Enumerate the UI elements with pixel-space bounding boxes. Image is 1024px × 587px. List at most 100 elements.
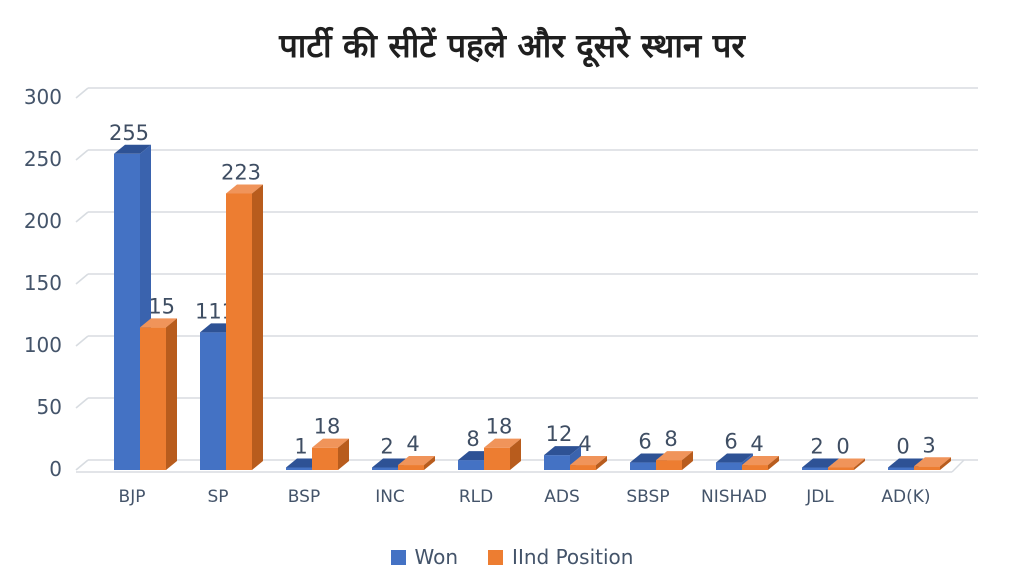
data-label-won-RLD: 8 [466, 427, 479, 451]
bar-top-face [312, 438, 349, 448]
x-axis-label-ADS: ADS [544, 487, 580, 507]
data-label-iind-position-BSP: 18 [314, 415, 341, 439]
won-series-swatch-icon [390, 549, 406, 565]
data-label-iind-position-JDL: 0 [836, 435, 849, 459]
bar-iind-position-SBSP [656, 451, 693, 470]
bar-side-face [682, 451, 693, 470]
bar-side-face [940, 457, 951, 470]
bar-side-face [854, 458, 865, 470]
data-label-won-JDL: 2 [810, 435, 823, 459]
bar-top-face [484, 438, 521, 448]
bar-front-face [656, 460, 682, 470]
x-axis-label-SBSP: SBSP [626, 487, 669, 507]
won-series-label: Won [414, 545, 459, 569]
bar-front-face [716, 462, 742, 470]
bar-side-face [424, 456, 435, 470]
bar-iind-position-AD(K) [914, 457, 951, 470]
chart-floor-right-edge [951, 459, 965, 473]
bar-front-face [914, 466, 940, 470]
data-label-iind-position-ADS: 4 [578, 432, 591, 456]
x-axis-label-INC: INC [375, 487, 405, 507]
bar-front-face [114, 153, 140, 471]
bar-front-face [140, 327, 166, 470]
bar-front-face [742, 465, 768, 470]
y-axis-tick-label: 50 [37, 395, 62, 419]
data-label-iind-position-SP: 223 [221, 160, 261, 184]
data-label-won-BSP: 1 [294, 435, 307, 459]
x-axis-label-JDL: JDL [805, 487, 834, 507]
data-label-iind-position-AD(K): 3 [922, 433, 935, 457]
data-label-won-AD(K): 0 [896, 435, 909, 459]
bar-side-face [338, 438, 349, 470]
bar-side-face [252, 184, 263, 471]
data-label-won-INC: 2 [380, 435, 393, 459]
x-axis-label-BSP: BSP [288, 487, 320, 507]
bar-front-face [286, 467, 312, 470]
x-axis-label-BJP: BJP [119, 487, 146, 507]
data-label-iind-position-INC: 4 [406, 432, 419, 456]
x-axis-label-AD(K): AD(K) [881, 487, 930, 507]
bar-iind-position-ADS [570, 456, 607, 470]
x-axis-label-NISHAD: NISHAD [701, 487, 767, 507]
y-axis-tick-label: 250 [24, 147, 62, 171]
bar-front-face [828, 467, 854, 470]
bar-top-face [570, 456, 607, 466]
bar-iind-position-SP [226, 184, 263, 471]
gridline-tick [75, 459, 89, 471]
x-axis-label-SP: SP [207, 487, 228, 507]
gridline-tick [75, 149, 89, 161]
gridline-tick [75, 211, 89, 223]
bar-top-face [226, 184, 263, 194]
bar-front-face [802, 467, 828, 470]
bar-iind-position-INC [398, 456, 435, 470]
y-axis-tick-label: 0 [49, 457, 62, 481]
iind-position-series-swatch-icon [488, 549, 504, 565]
gridline-tick [75, 87, 89, 99]
bar-side-face [768, 456, 779, 470]
bar-front-face [484, 447, 510, 470]
legend-item-won: Won [390, 545, 459, 569]
bar-top-face [114, 144, 151, 154]
bar-front-face [630, 462, 656, 470]
y-axis-tick-label: 200 [24, 209, 62, 233]
chart-legend: Won IInd Position [0, 545, 1024, 569]
bar-top-face [656, 451, 693, 461]
y-axis-tick-label: 150 [24, 271, 62, 295]
bar-iind-position-JDL [828, 458, 865, 470]
bar-front-face [312, 447, 338, 470]
chart-title: पार्टी की सीटें पहले और दूसरे स्थान पर [279, 26, 745, 65]
bar-front-face [398, 465, 424, 470]
bar-front-face [200, 332, 226, 470]
data-label-won-SBSP: 6 [638, 430, 651, 454]
y-axis-tick-label: 100 [24, 333, 62, 357]
iind-position-series-label: IInd Position [512, 545, 634, 569]
data-label-won-BJP: 255 [109, 121, 149, 145]
bar-top-face [828, 458, 865, 468]
bar-top-face [742, 456, 779, 466]
bar-iind-position-BJP [140, 318, 177, 470]
data-label-iind-position-RLD: 18 [486, 415, 513, 439]
bar-front-face [372, 467, 398, 470]
gridline-tick [75, 397, 89, 409]
data-label-won-NISHAD: 6 [724, 430, 737, 454]
bar-front-face [888, 467, 914, 470]
bar-top-face [716, 453, 753, 463]
bar-front-face [544, 455, 570, 470]
bar-side-face [596, 456, 607, 470]
bar-top-face [140, 318, 177, 328]
bar-top-face [544, 446, 581, 456]
gridline-tick [75, 335, 89, 347]
bar-iind-position-NISHAD [742, 456, 779, 470]
data-label-iind-position-SBSP: 8 [664, 427, 677, 451]
bar-side-face [510, 438, 521, 470]
gridline-tick [75, 273, 89, 285]
bar-iind-position-RLD [484, 438, 521, 470]
bar-top-face [802, 458, 839, 468]
legend-item-iind-position: IInd Position [488, 545, 633, 569]
y-axis-tick-label: 300 [24, 85, 62, 109]
bar-side-face [166, 318, 177, 470]
bar-front-face [458, 460, 484, 470]
data-label-iind-position-NISHAD: 4 [750, 432, 763, 456]
